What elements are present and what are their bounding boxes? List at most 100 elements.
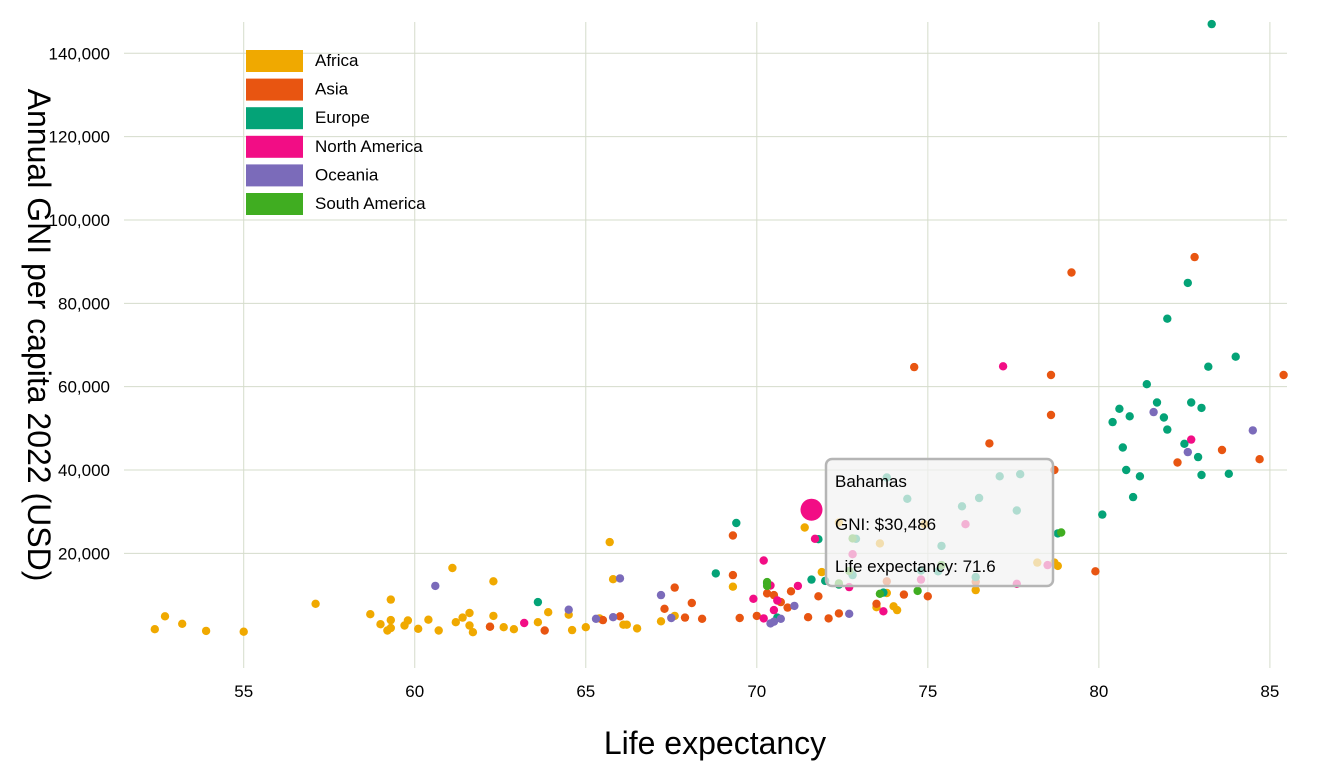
data-point[interactable] (1152, 398, 1162, 407)
data-point[interactable] (985, 439, 994, 448)
data-point[interactable] (783, 603, 792, 612)
data-point[interactable] (520, 618, 529, 628)
data-point[interactable] (759, 556, 768, 565)
data-point[interactable] (386, 615, 395, 625)
data-point[interactable] (544, 608, 553, 617)
data-point[interactable] (1135, 472, 1145, 481)
data-point[interactable] (489, 611, 498, 621)
data-point[interactable] (1122, 465, 1131, 475)
data-point[interactable] (656, 617, 666, 626)
data-point[interactable] (451, 618, 460, 627)
data-point[interactable] (762, 581, 772, 591)
data-point[interactable] (786, 587, 796, 596)
data-point[interactable] (386, 623, 395, 633)
data-point[interactable] (803, 613, 813, 622)
data-point[interactable] (465, 621, 474, 630)
data-point[interactable] (660, 604, 669, 613)
data-point[interactable] (749, 594, 758, 603)
data-point[interactable] (608, 613, 618, 622)
data-point[interactable] (711, 569, 720, 578)
data-point[interactable] (656, 590, 666, 600)
data-point[interactable] (564, 605, 573, 614)
data-point[interactable] (1149, 407, 1158, 417)
data-point[interactable] (581, 623, 590, 632)
data-point[interactable] (872, 599, 881, 608)
data-point[interactable] (489, 577, 498, 586)
data-point[interactable] (923, 592, 932, 601)
data-point[interactable] (998, 362, 1008, 371)
data-point[interactable] (311, 599, 320, 608)
highlighted-point[interactable] (800, 498, 823, 521)
data-point[interactable] (1108, 417, 1117, 427)
data-point[interactable] (667, 613, 676, 623)
data-point[interactable] (752, 611, 761, 621)
data-point[interactable] (468, 628, 478, 637)
data-point[interactable] (485, 622, 495, 631)
data-point[interactable] (834, 609, 844, 618)
data-point[interactable] (800, 523, 809, 532)
data-point[interactable] (1067, 268, 1076, 277)
data-point[interactable] (403, 616, 413, 625)
data-point[interactable] (376, 620, 385, 629)
data-point[interactable] (728, 570, 738, 580)
data-point[interactable] (680, 613, 690, 622)
data-point[interactable] (458, 613, 467, 622)
data-point[interactable] (1204, 362, 1213, 371)
data-point[interactable] (239, 627, 248, 636)
data-point[interactable] (762, 589, 772, 598)
data-point[interactable] (875, 589, 885, 598)
data-point[interactable] (1142, 380, 1152, 389)
data-point[interactable] (1193, 452, 1203, 462)
data-point[interactable] (1180, 439, 1189, 448)
data-point[interactable] (386, 595, 395, 604)
data-point[interactable] (769, 617, 779, 626)
data-point[interactable] (1187, 398, 1196, 407)
data-point[interactable] (1217, 445, 1227, 455)
data-point[interactable] (910, 362, 919, 372)
data-point[interactable] (1053, 561, 1063, 571)
data-point[interactable] (1046, 370, 1056, 380)
data-point[interactable] (728, 582, 738, 591)
data-point[interactable] (1125, 412, 1134, 421)
data-point[interactable] (605, 537, 614, 547)
data-point[interactable] (533, 618, 543, 627)
data-point[interactable] (509, 625, 519, 634)
data-point[interactable] (1207, 19, 1216, 29)
data-point[interactable] (732, 518, 741, 528)
data-point[interactable] (448, 563, 457, 573)
data-point[interactable] (1224, 469, 1234, 478)
data-point[interactable] (1248, 426, 1258, 435)
data-point[interactable] (776, 614, 785, 623)
data-point[interactable] (465, 608, 474, 618)
data-point[interactable] (1159, 413, 1169, 422)
data-point[interactable] (817, 567, 826, 577)
data-point[interactable] (567, 625, 577, 635)
data-point[interactable] (1091, 567, 1100, 576)
data-point[interactable] (1197, 403, 1206, 413)
data-point[interactable] (769, 605, 779, 615)
data-point[interactable] (424, 615, 433, 624)
data-point[interactable] (1118, 443, 1128, 452)
data-point[interactable] (913, 586, 922, 596)
data-point[interactable] (1190, 252, 1199, 262)
data-point[interactable] (1163, 425, 1172, 434)
data-point[interactable] (1279, 370, 1288, 380)
data-point[interactable] (622, 620, 631, 629)
data-point[interactable] (790, 601, 799, 611)
data-point[interactable] (150, 625, 159, 634)
data-point[interactable] (879, 607, 888, 616)
data-point[interactable] (598, 615, 608, 625)
data-point[interactable] (414, 624, 423, 633)
data-point[interactable] (759, 614, 768, 623)
data-point[interactable] (201, 626, 211, 636)
data-point[interactable] (697, 614, 707, 623)
data-point[interactable] (1183, 447, 1193, 457)
data-point[interactable] (735, 613, 744, 623)
data-point[interactable] (773, 596, 782, 605)
data-point[interactable] (1115, 404, 1124, 413)
data-point[interactable] (1255, 455, 1264, 464)
data-point[interactable] (810, 534, 820, 543)
data-point[interactable] (1098, 510, 1107, 519)
data-point[interactable] (615, 574, 625, 583)
data-point[interactable] (533, 597, 543, 607)
